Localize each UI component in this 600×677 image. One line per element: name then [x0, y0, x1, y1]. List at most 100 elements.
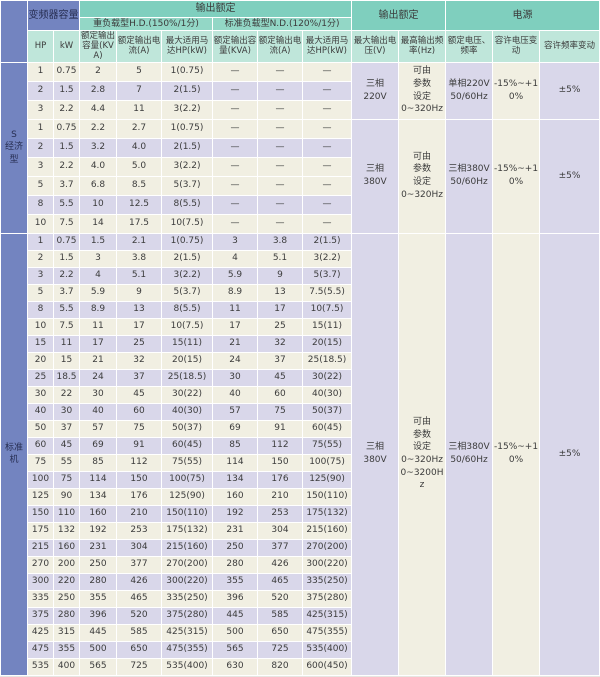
cell-hd-motor: 150(110) — [162, 505, 212, 522]
col-header-kw: kW — [54, 31, 79, 62]
table-row: 475 355 500 650 475(355) 565 725 535(400) — [1, 641, 599, 658]
cell-hd-motor: 8(5.5) — [162, 195, 212, 214]
cell-kw: 250 — [54, 590, 79, 607]
col-header-nd-kva: 额定输出容量(KVA) — [213, 31, 257, 62]
cell-hd-motor: 3(2.2) — [162, 100, 212, 119]
cell-hd-kva: 280 — [80, 573, 116, 590]
cell-nd-motor: 150(110) — [303, 488, 352, 505]
table-row: 30 22 30 45 30(22) 40 60 40(30) — [1, 386, 599, 403]
cell-hp: 3 — [28, 267, 53, 284]
cell-hd-kva: 40 — [80, 403, 116, 420]
cell-nd-current: 520 — [258, 590, 302, 607]
header-normal-duty: 标准负载型N.D.(120%/1分) — [213, 18, 352, 30]
cell-hd-motor: 270(200) — [162, 556, 212, 573]
cell-nd-current: 32 — [258, 335, 302, 352]
cell-hd-motor: 2(1.5) — [162, 81, 212, 100]
cell-hd-kva: 3.2 — [80, 138, 116, 157]
cell-nd-kva: 11 — [213, 301, 257, 318]
cell-hp: 2 — [28, 250, 53, 267]
cell-hd-motor: 175(132) — [162, 522, 212, 539]
cell-hd-current: 11 — [117, 100, 161, 119]
cell-hp: 50 — [28, 420, 53, 437]
cell-nd-kva: — — [213, 176, 257, 195]
cell-hd-kva: 14 — [80, 214, 116, 233]
cell-hd-current: 3.8 — [117, 250, 161, 267]
col-header-rated-voltage-frequency: 额定电压、频率 — [446, 31, 493, 62]
cell-hd-kva: 57 — [80, 420, 116, 437]
cell-nd-current: — — [258, 119, 302, 138]
cell-hp: 20 — [28, 352, 53, 369]
cell-hd-current: 426 — [117, 573, 161, 590]
cell-hd-motor: 475(355) — [162, 641, 212, 658]
table-header: 变频器容量 输出额定 输出额定 电源 重负载型H.D.(150%/1分) 标准负… — [1, 1, 600, 62]
cell-nd-motor: 100(75) — [303, 454, 352, 471]
cell-nd-kva: 69 — [213, 420, 257, 437]
cell-kw: 2.2 — [54, 157, 79, 176]
cell-hd-current: 150 — [117, 471, 161, 488]
cell-kw: 110 — [54, 505, 79, 522]
cell-nd-kva: 5.9 — [213, 267, 257, 284]
cell-nd-motor: — — [303, 119, 352, 138]
cell-hp: 10 — [28, 214, 53, 233]
cell-nd-kva: 3 — [213, 233, 257, 250]
cell-kw: 1.5 — [54, 81, 79, 100]
cell-hp: 475 — [28, 641, 53, 658]
cell-hd-motor: 5(3.7) — [162, 176, 212, 195]
cell-hd-kva: 85 — [80, 454, 116, 471]
cell-hd-motor: 40(30) — [162, 403, 212, 420]
cell-hd-motor: 25(18.5) — [162, 369, 212, 386]
cell-hd-motor: 2(1.5) — [162, 250, 212, 267]
merged-voltage-tolerance: -15%~+10% — [493, 119, 540, 233]
cell-nd-kva: 8.9 — [213, 284, 257, 301]
cell-hp: 300 — [28, 573, 53, 590]
cell-kw: 355 — [54, 641, 79, 658]
table-row: 10 7.5 14 17.5 10(7.5) — — — — [1, 214, 599, 233]
cell-hd-kva: 1.5 — [80, 233, 116, 250]
col-header-max-voltage: 最大输出电压(V) — [352, 31, 399, 62]
cell-hd-current: 304 — [117, 539, 161, 556]
cell-nd-motor: — — [303, 214, 352, 233]
cell-nd-motor: 75(55) — [303, 437, 352, 454]
spec-table-body: S 经济型 1 0.75 2 5 1(0.75) — — — 三相 220V 可由 参数 设定 0~… — [1, 62, 600, 675]
cell-hd-current: 5 — [117, 62, 161, 81]
cell-nd-kva: 630 — [213, 658, 257, 675]
cell-hd-kva: 11 — [80, 318, 116, 335]
cell-kw: 7.5 — [54, 214, 79, 233]
cell-nd-kva: — — [213, 157, 257, 176]
cell-nd-motor: 535(400) — [303, 641, 352, 658]
table-row: 535 400 565 725 535(400) 630 820 600(450) — [1, 658, 599, 675]
table-row: 2 1.5 3.2 4.0 2(1.5) — — — — [1, 138, 599, 157]
cell-hd-motor: 3(2.2) — [162, 267, 212, 284]
cell-nd-motor: — — [303, 195, 352, 214]
cell-nd-kva: 30 — [213, 369, 257, 386]
table-row: 10 7.5 11 17 10(7.5) 17 25 15(11) — [1, 318, 599, 335]
cell-nd-kva: 24 — [213, 352, 257, 369]
table-row: 3 2.2 4.0 5.0 3(2.2) — — — — [1, 157, 599, 176]
cell-kw: 11 — [54, 335, 79, 352]
cell-hd-current: 32 — [117, 352, 161, 369]
cell-hd-motor: 300(220) — [162, 573, 212, 590]
cell-nd-current: 13 — [258, 284, 302, 301]
cell-nd-current: 60 — [258, 386, 302, 403]
cell-nd-kva: — — [213, 138, 257, 157]
cell-hp: 215 — [28, 539, 53, 556]
cell-hp: 5 — [28, 176, 53, 195]
cell-kw: 22 — [54, 386, 79, 403]
cell-hp: 3 — [28, 157, 53, 176]
cell-nd-motor: 270(200) — [303, 539, 352, 556]
cell-hp: 8 — [28, 301, 53, 318]
cell-kw: 45 — [54, 437, 79, 454]
cell-nd-current: 377 — [258, 539, 302, 556]
cell-hd-current: 37 — [117, 369, 161, 386]
cell-nd-kva: 17 — [213, 318, 257, 335]
cell-hd-current: 8.5 — [117, 176, 161, 195]
cell-nd-current: — — [258, 157, 302, 176]
table-row: 1 0.75 2.2 2.7 1(0.75) — — — 三相 380V 可由 参数 设定 0~3… — [1, 119, 600, 233]
cell-hd-current: 12.5 — [117, 195, 161, 214]
cell-nd-current: — — [258, 62, 302, 81]
cell-nd-current: 210 — [258, 488, 302, 505]
cell-nd-kva: 114 — [213, 454, 257, 471]
cell-nd-motor: — — [303, 176, 352, 195]
cell-kw: 90 — [54, 488, 79, 505]
